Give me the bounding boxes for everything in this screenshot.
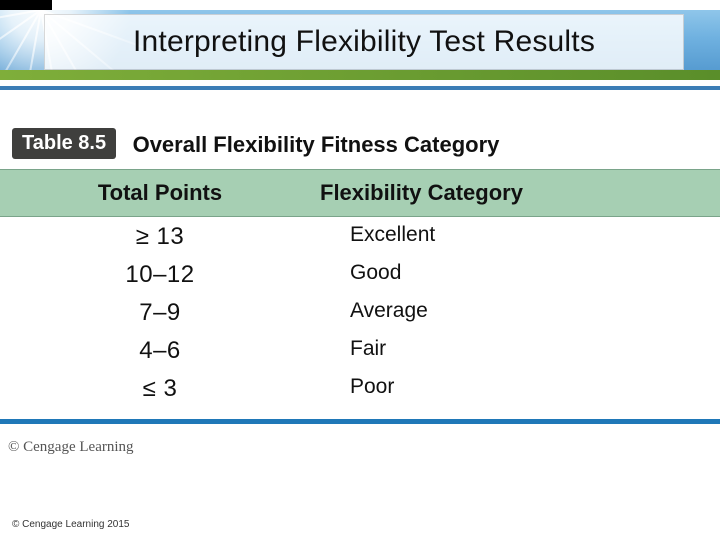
col-header-points: Total Points bbox=[98, 180, 222, 205]
table-body: ≥ 13 Excellent 10–12 Good 7–9 Average 4–… bbox=[0, 217, 720, 407]
table-row: ≥ 13 Excellent bbox=[0, 217, 720, 255]
category-cell: Good bbox=[320, 261, 720, 289]
copyright-footer: © Cengage Learning 2015 bbox=[12, 519, 129, 530]
points-cell: 4–6 bbox=[0, 337, 320, 365]
title-box: Interpreting Flexibility Test Results bbox=[44, 14, 684, 70]
points-cell: ≥ 13 bbox=[0, 223, 320, 251]
category-cell: Fair bbox=[320, 337, 720, 365]
cengage-logo: © Cengage Learning bbox=[8, 438, 134, 456]
page-title: Interpreting Flexibility Test Results bbox=[133, 25, 595, 59]
table-row: 4–6 Fair bbox=[0, 331, 720, 369]
col-header-category: Flexibility Category bbox=[320, 180, 523, 205]
slide: Interpreting Flexibility Test Results Ta… bbox=[0, 0, 720, 540]
green-grass-bar bbox=[0, 70, 720, 80]
table-row: ≤ 3 Poor bbox=[0, 369, 720, 407]
table-number-badge: Table 8.5 bbox=[12, 128, 116, 159]
table-bottom-rule bbox=[0, 419, 720, 424]
points-cell: 10–12 bbox=[0, 261, 320, 289]
category-cell: Average bbox=[320, 299, 720, 327]
points-cell: ≤ 3 bbox=[0, 375, 320, 403]
table-header-row: Total Points Flexibility Category bbox=[0, 169, 720, 217]
table-row: 7–9 Average bbox=[0, 293, 720, 331]
table-caption: Overall Flexibility Fitness Category bbox=[133, 132, 500, 157]
table-row: 10–12 Good bbox=[0, 255, 720, 293]
table-caption-row: Table 8.5 Overall Flexibility Fitness Ca… bbox=[0, 122, 720, 169]
title-underline bbox=[0, 86, 720, 90]
points-cell: 7–9 bbox=[0, 299, 320, 327]
top-black-strip bbox=[0, 0, 52, 10]
table-block: Table 8.5 Overall Flexibility Fitness Ca… bbox=[0, 122, 720, 424]
category-cell: Excellent bbox=[320, 223, 720, 251]
category-cell: Poor bbox=[320, 375, 720, 403]
